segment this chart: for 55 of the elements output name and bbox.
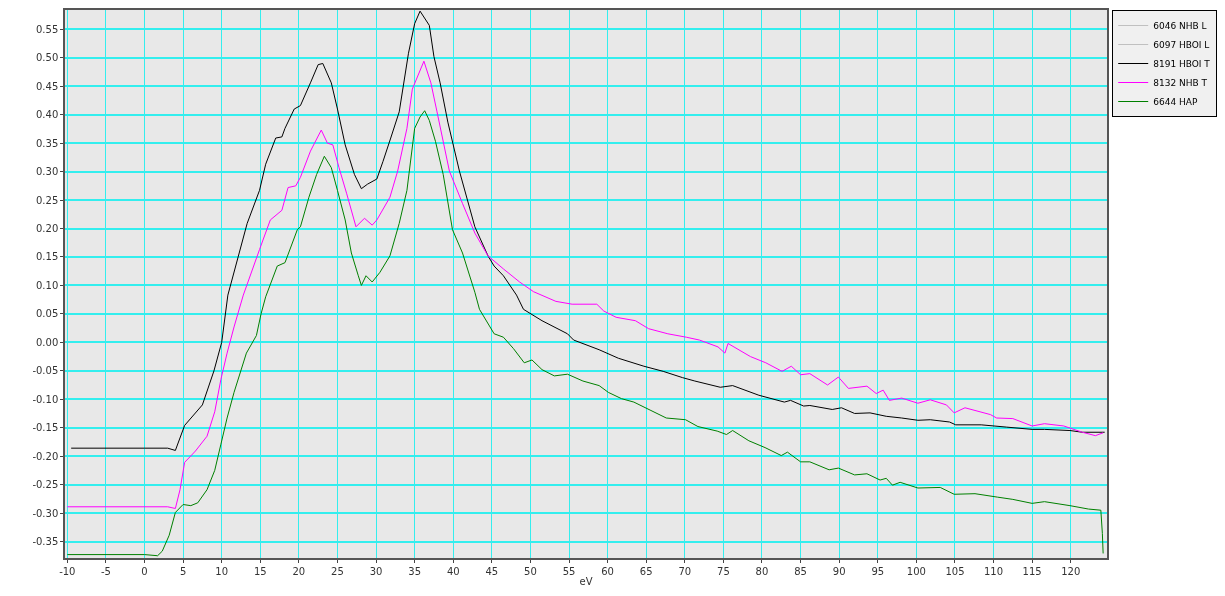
x-tick-label: 45: [485, 565, 499, 577]
x-tick-label: 50: [524, 565, 537, 577]
x-tick-label: 110: [983, 565, 1004, 577]
y-tick-label: 0.25: [35, 194, 59, 206]
x-tick-label: 75: [717, 565, 730, 577]
x-tick-label: 55: [562, 565, 576, 577]
line-series: [70, 10, 1106, 451]
y-tick-label: -0.10: [32, 393, 59, 405]
x-axis-title: eV: [579, 575, 593, 587]
y-tick-label: 0.50: [35, 52, 59, 64]
x-tick-label: 15: [253, 565, 267, 577]
legend-label: 6644 HAP: [1153, 97, 1198, 108]
y-tick-label: -0.25: [32, 479, 59, 491]
x-tick-label: 60: [601, 565, 614, 577]
x-tick-label: 105: [945, 565, 965, 577]
x-tick-label: 40: [446, 565, 460, 577]
x-tick-label: 0: [141, 565, 148, 577]
y-tick-label: -0.20: [32, 450, 59, 462]
x-tick-label: 65: [639, 565, 653, 577]
y-tick-label: -0.35: [32, 536, 59, 547]
y-tick-label: 0.10: [35, 279, 59, 291]
y-tick-label: 0.05: [35, 308, 59, 320]
x-tick-label: 35: [408, 565, 422, 577]
y-tick-label: 0.40: [35, 109, 59, 121]
y-tick-label: -0.05: [32, 365, 59, 377]
legend-label: 6046 NHB L: [1153, 21, 1207, 32]
x-tick-label: 10: [215, 565, 229, 577]
y-tick-label: 0.45: [35, 80, 59, 92]
y-tick-label: -0.15: [32, 422, 59, 434]
x-tick-label: 95: [871, 565, 885, 577]
legend-label: 6097 HBOI L: [1153, 40, 1210, 51]
y-tick-label: 0.20: [35, 223, 59, 235]
x-tick-label: 80: [755, 565, 769, 577]
y-tick-label: 0.35: [35, 137, 59, 149]
line-series: [66, 60, 1104, 509]
x-tick-label: 5: [179, 565, 187, 577]
x-tick-label: 100: [906, 565, 926, 577]
legend-label: 8191 HBOI T: [1153, 59, 1211, 70]
x-tick-label: 115: [1022, 565, 1042, 577]
y-tick-label: 0.55: [35, 23, 59, 35]
y-tick-label: 0.00: [35, 336, 59, 348]
x-tick-label: 85: [794, 565, 807, 577]
y-tick-label: 0.15: [35, 251, 59, 263]
x-tick-label: 20: [292, 565, 306, 577]
line-series: [66, 110, 1104, 557]
legend-label: 8132 NHB T: [1153, 78, 1208, 89]
x-tick-label: -5: [100, 565, 111, 577]
x-tick-label: 90: [832, 565, 846, 577]
x-tick-label: 25: [331, 565, 344, 577]
x-tick-label: -10: [59, 565, 76, 577]
x-tick-label: 120: [1061, 565, 1081, 577]
x-tick-label: 30: [369, 565, 383, 577]
x-tick-label: 70: [678, 565, 692, 577]
y-tick-label: 0.30: [35, 166, 59, 178]
y-tick-label: -0.30: [32, 507, 59, 519]
